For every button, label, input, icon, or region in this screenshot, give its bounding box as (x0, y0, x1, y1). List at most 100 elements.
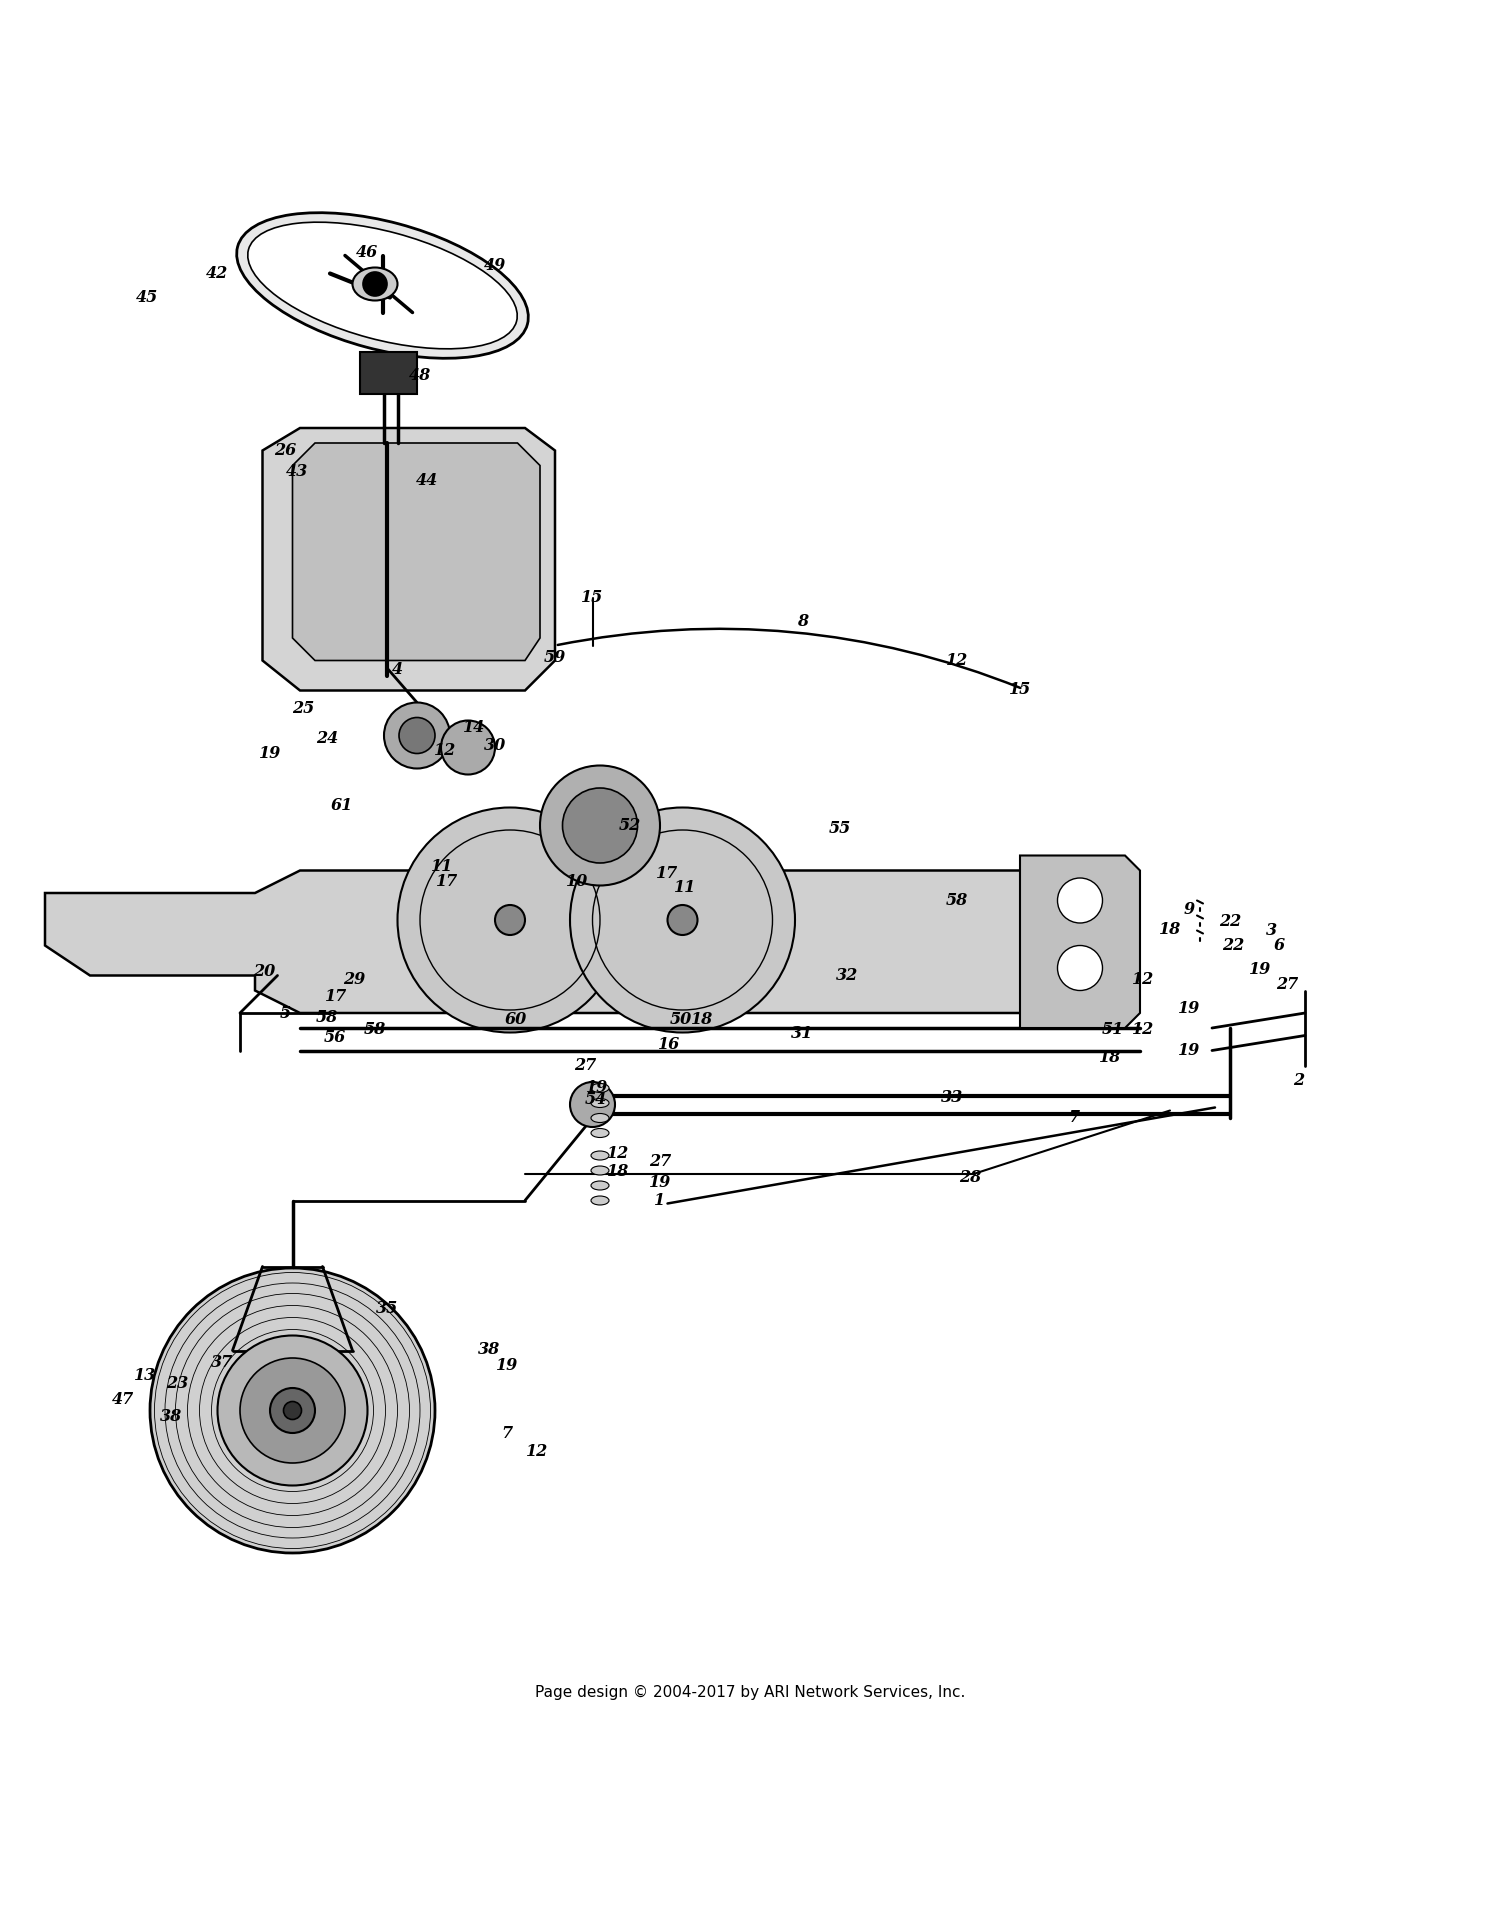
FancyBboxPatch shape (360, 352, 417, 394)
Text: 32: 32 (837, 966, 858, 984)
Text: 4: 4 (392, 661, 404, 678)
Text: Page design © 2004-2017 by ARI Network Services, Inc.: Page design © 2004-2017 by ARI Network S… (536, 1685, 964, 1700)
Circle shape (1058, 945, 1102, 991)
Text: 14: 14 (464, 720, 484, 736)
Text: 5: 5 (279, 1005, 291, 1022)
Text: 18: 18 (1160, 920, 1180, 937)
Text: 19: 19 (650, 1174, 670, 1191)
Text: 11: 11 (432, 857, 453, 874)
Text: 22: 22 (1220, 912, 1240, 930)
Circle shape (270, 1389, 315, 1433)
Text: 19: 19 (1179, 1041, 1200, 1058)
Text: 61: 61 (332, 797, 352, 815)
Circle shape (668, 905, 698, 936)
Text: 8: 8 (796, 613, 808, 630)
Text: 24: 24 (316, 730, 338, 747)
Circle shape (540, 765, 660, 886)
Text: 26: 26 (274, 442, 296, 459)
Text: 31: 31 (792, 1026, 813, 1043)
Ellipse shape (591, 1083, 609, 1093)
Text: 30: 30 (484, 738, 506, 755)
Circle shape (150, 1268, 435, 1552)
Text: 50: 50 (670, 1010, 692, 1028)
Text: 9: 9 (1184, 901, 1196, 918)
Ellipse shape (591, 1181, 609, 1189)
Circle shape (570, 1082, 615, 1128)
Text: 13: 13 (135, 1368, 156, 1385)
Circle shape (363, 273, 387, 296)
Ellipse shape (591, 1128, 609, 1137)
Text: 12: 12 (946, 651, 968, 669)
Ellipse shape (248, 223, 518, 350)
Text: 19: 19 (260, 745, 280, 763)
Text: 17: 17 (436, 872, 457, 889)
Circle shape (398, 807, 622, 1032)
Text: 17: 17 (326, 987, 346, 1005)
Ellipse shape (591, 1114, 609, 1122)
Text: 23: 23 (166, 1375, 188, 1393)
Text: 35: 35 (376, 1301, 398, 1318)
Circle shape (495, 905, 525, 936)
Text: 58: 58 (364, 1020, 386, 1037)
Ellipse shape (591, 1099, 609, 1108)
Text: 10: 10 (567, 872, 588, 889)
Text: 27: 27 (650, 1153, 670, 1170)
Text: 15: 15 (1010, 680, 1031, 697)
Polygon shape (1020, 855, 1140, 1028)
Text: 49: 49 (484, 257, 506, 275)
Text: 28: 28 (960, 1170, 981, 1187)
Text: 48: 48 (410, 367, 430, 384)
Text: 20: 20 (254, 962, 274, 980)
Text: 18: 18 (1100, 1049, 1120, 1066)
Circle shape (441, 720, 495, 774)
Text: 17: 17 (657, 864, 678, 882)
Ellipse shape (591, 1197, 609, 1204)
Text: 15: 15 (582, 590, 603, 605)
Text: 16: 16 (658, 1035, 680, 1053)
Text: 51: 51 (1102, 1020, 1124, 1037)
Text: 18: 18 (692, 1010, 712, 1028)
Text: 7: 7 (501, 1425, 513, 1441)
Text: 44: 44 (417, 473, 438, 490)
Circle shape (1058, 878, 1102, 922)
Text: 19: 19 (496, 1356, 517, 1374)
Text: 33: 33 (942, 1089, 963, 1105)
Text: 42: 42 (207, 265, 228, 282)
Text: 25: 25 (292, 699, 314, 717)
Circle shape (570, 807, 795, 1032)
Text: 19: 19 (1179, 1001, 1200, 1016)
Polygon shape (292, 444, 540, 661)
Text: 55: 55 (830, 820, 850, 838)
Ellipse shape (352, 267, 398, 300)
Text: 59: 59 (544, 649, 566, 667)
Circle shape (284, 1402, 302, 1420)
Text: 12: 12 (526, 1443, 548, 1460)
Text: 19: 19 (586, 1080, 608, 1097)
Circle shape (384, 703, 450, 768)
Text: 37: 37 (211, 1354, 232, 1372)
Ellipse shape (591, 1166, 609, 1176)
Text: 43: 43 (286, 463, 308, 480)
Text: 45: 45 (136, 288, 158, 305)
Text: 12: 12 (608, 1145, 628, 1162)
Text: 52: 52 (620, 816, 640, 834)
Text: 7: 7 (1068, 1110, 1080, 1126)
Text: 6: 6 (1274, 937, 1286, 955)
Text: 27: 27 (574, 1057, 596, 1074)
Text: 27: 27 (1276, 976, 1298, 993)
Text: 46: 46 (357, 244, 378, 261)
Circle shape (562, 788, 638, 863)
Text: 2: 2 (1293, 1072, 1305, 1089)
Circle shape (399, 718, 435, 753)
Text: 1: 1 (654, 1193, 666, 1208)
Text: 19: 19 (1250, 960, 1270, 978)
Text: 22: 22 (1222, 937, 1244, 955)
Text: 12: 12 (1132, 1020, 1154, 1037)
Text: 47: 47 (112, 1391, 134, 1408)
Polygon shape (45, 870, 1110, 1012)
Text: 38: 38 (478, 1341, 500, 1358)
Text: 11: 11 (675, 878, 696, 895)
Polygon shape (262, 428, 555, 690)
Text: 3: 3 (1266, 922, 1278, 939)
Text: 54: 54 (585, 1091, 606, 1108)
